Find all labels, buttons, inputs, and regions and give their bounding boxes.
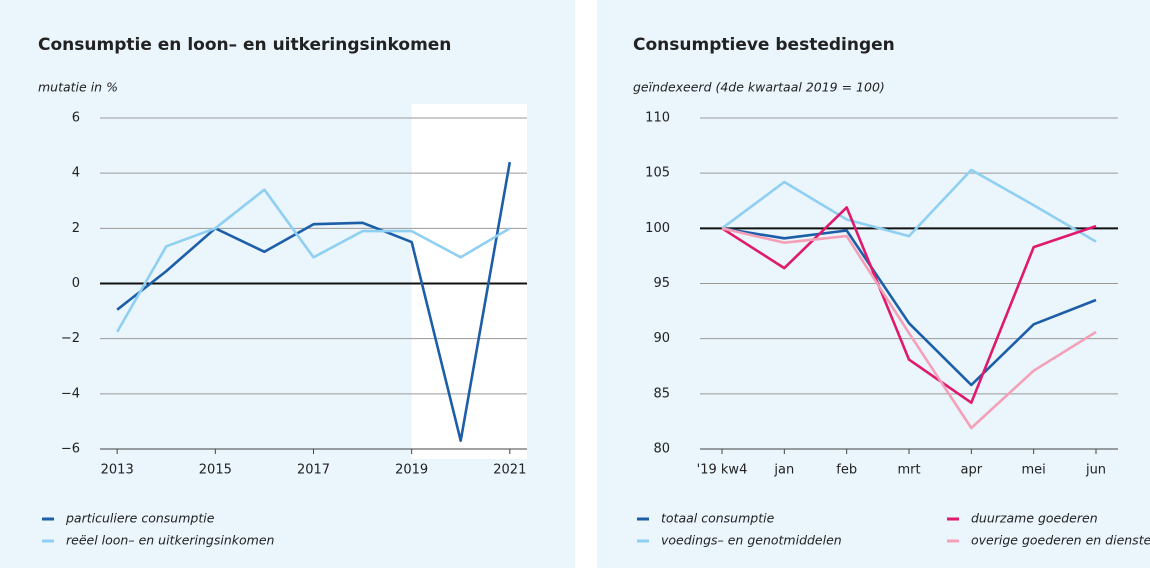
legend-label: duurzame goederen [971,511,1098,526]
series-line [721,227,1097,387]
y-axis-label: geïndexeerd (4de kwartaal 2019 = 100) [633,80,885,95]
series-line [721,168,1097,243]
chart-title: Consumptieve bestedingen [633,35,895,55]
y-tick-label: 105 [645,166,670,181]
x-tick-label: mrt [897,463,920,478]
x-tick-label: 2017 [297,463,330,478]
y-tick-label: 80 [653,442,670,457]
x-tick-label: '19 kw4 [697,463,748,478]
y-tick-label: 100 [645,221,670,236]
x-tick-label: 2015 [199,463,232,478]
forecast-shade [411,104,527,459]
y-tick-label: 0 [72,276,80,291]
legend-label: overige goederen en diensten [971,533,1150,548]
legend-label: voedings– en genotmiddelen [661,533,842,548]
y-tick-label: 90 [653,331,670,346]
y-tick-label: 110 [645,111,670,126]
x-tick-label: apr [961,463,983,478]
y-tick-label: 85 [653,386,670,401]
y-tick-label: −6 [61,442,80,457]
series-line [116,161,512,442]
series-line [116,188,511,333]
x-tick-label: 2013 [101,463,134,478]
y-tick-label: −2 [61,331,80,346]
x-tick-label: 2019 [395,463,428,478]
legend-label: particuliere consumptie [65,511,215,526]
x-tick-label: jun [1085,463,1106,478]
x-tick-label: feb [836,463,857,478]
legend-label: reëel loon– en uitkeringsinkomen [66,533,275,548]
y-tick-label: 2 [72,221,80,236]
series-line [721,206,1097,404]
legend-label: totaal consumptie [661,511,775,526]
chart-title: Consumptie en loon– en uitkeringsinkomen [38,35,451,55]
y-tick-label: 6 [72,111,80,126]
y-axis-label: mutatie in % [38,80,118,95]
x-tick-label: jan [773,463,794,478]
y-tick-label: −4 [61,386,80,401]
x-tick-label: 2021 [493,463,526,478]
y-tick-label: 95 [653,276,670,291]
y-tick-label: 4 [72,166,80,181]
x-tick-label: mei [1022,463,1046,478]
series-line [721,227,1097,430]
